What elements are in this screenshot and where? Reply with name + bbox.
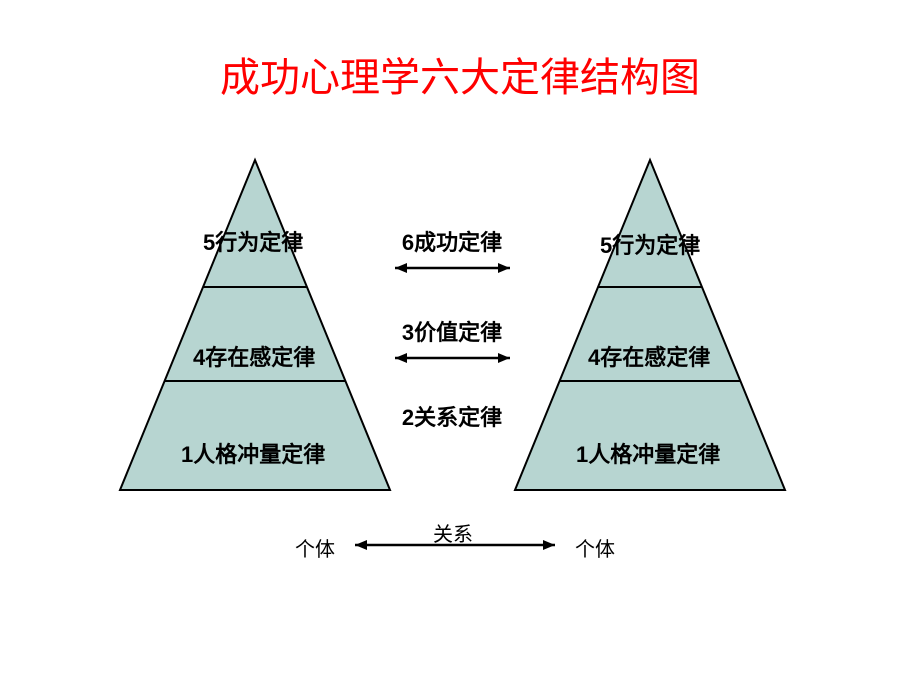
center-top-label: 6成功定律	[372, 225, 532, 257]
bottom-center-label: 关系	[433, 518, 473, 547]
left-tier3-label: 5行为定律	[203, 225, 303, 257]
right-tier2-label: 4存在感定律	[588, 340, 710, 372]
left-tier1-label: 1人格冲量定律	[181, 437, 325, 469]
bottom-left-label: 个体	[295, 533, 335, 562]
center-low-label: 2关系定律	[372, 400, 532, 432]
center-mid-label: 3价值定律	[372, 315, 532, 347]
bottom-right-label: 个体	[575, 533, 615, 562]
right-tier1-label: 1人格冲量定律	[576, 437, 720, 469]
left-tier2-label: 4存在感定律	[193, 340, 315, 372]
right-tier3-label: 5行为定律	[600, 228, 700, 260]
